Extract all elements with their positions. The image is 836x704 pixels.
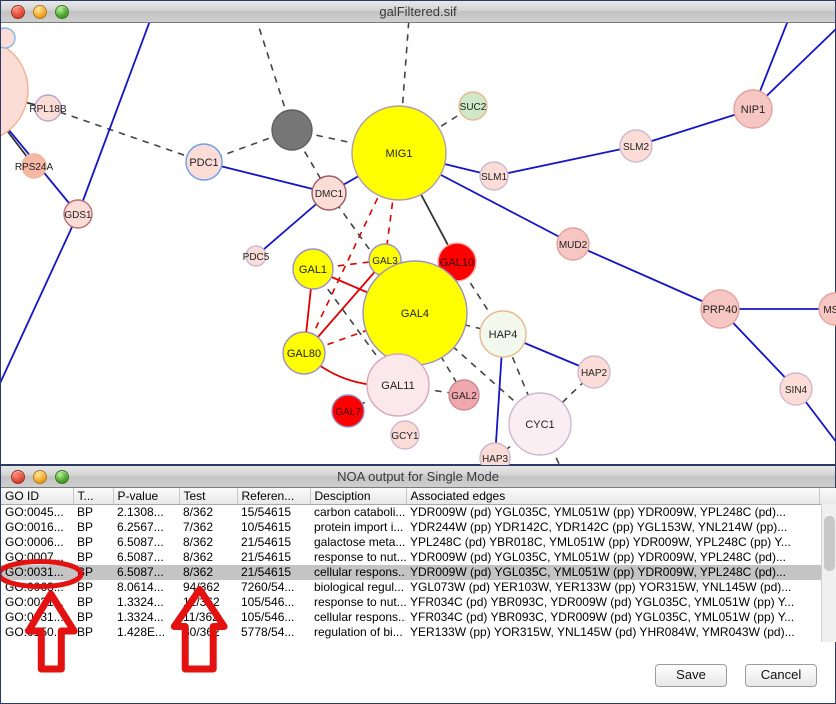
svg-text:GAL7: GAL7 [335,407,361,418]
svg-text:GAL11: GAL11 [381,380,414,392]
svg-text:SLM1: SLM1 [481,172,508,183]
svg-text:CYC1: CYC1 [525,419,554,431]
svg-text:GAL10: GAL10 [440,257,474,269]
svg-text:MUD2: MUD2 [559,240,588,251]
svg-text:GAL4: GAL4 [401,308,429,320]
svg-text:GDS1: GDS1 [64,210,92,221]
svg-text:RPS24A: RPS24A [15,162,54,173]
svg-text:NIP1: NIP1 [741,104,765,116]
svg-text:SLM2: SLM2 [623,142,650,153]
svg-text:HAP2: HAP2 [581,368,608,379]
svg-text:PRP40: PRP40 [703,304,738,316]
svg-text:MS...: MS... [823,305,836,316]
svg-text:HAP3: HAP3 [482,454,509,465]
svg-text:PDC1: PDC1 [189,157,218,169]
svg-text:DMC1: DMC1 [315,189,344,200]
svg-text:MIG1: MIG1 [386,148,413,160]
svg-text:PDC5: PDC5 [243,252,270,263]
svg-text:GAL2: GAL2 [451,391,477,402]
svg-text:SIN4: SIN4 [785,385,808,396]
svg-text:RPL18B: RPL18B [29,104,67,115]
svg-text:GAL1: GAL1 [299,264,327,276]
svg-text:SUC2: SUC2 [460,102,487,113]
svg-text:GAL80: GAL80 [287,348,321,360]
svg-text:HAP4: HAP4 [489,329,518,341]
svg-text:GAL3: GAL3 [372,256,398,267]
svg-text:GCY1: GCY1 [391,431,419,442]
